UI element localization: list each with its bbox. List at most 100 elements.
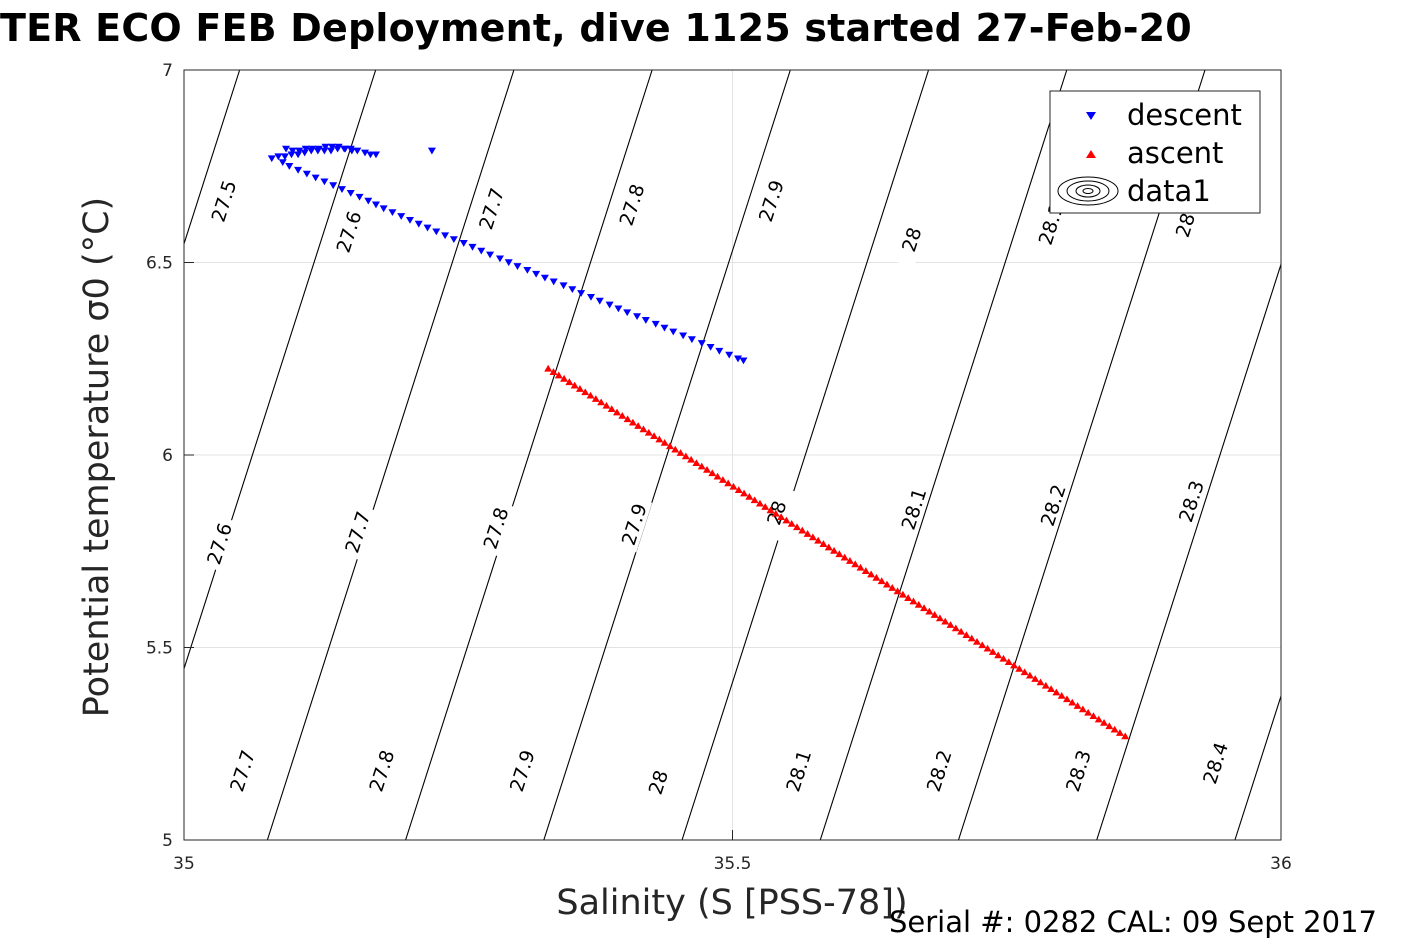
contour-label-bg: [613, 176, 650, 233]
ascent-point: [586, 391, 595, 399]
legend: descent ascent data1: [1049, 90, 1261, 214]
descent-point: [334, 143, 343, 151]
ascent-point: [1115, 729, 1124, 736]
ascent-point: [1089, 712, 1098, 720]
density-contours: [184, 70, 1417, 840]
contour-line: [819, 70, 1068, 840]
contour-label-bg: [503, 742, 541, 799]
descent-point: [577, 290, 586, 297]
descent-point: [371, 151, 380, 159]
ascent-point: [660, 438, 669, 446]
descent-point: [715, 347, 724, 355]
descent-point: [341, 145, 350, 153]
ascent-point: [814, 536, 823, 544]
contour-label-bg: [1196, 734, 1234, 792]
descent-point: [371, 201, 380, 209]
descent-point: [459, 240, 468, 247]
descent-point: [308, 145, 317, 153]
ascent-point: [872, 573, 881, 581]
ascent-point: [655, 435, 664, 443]
ascent-point: [782, 516, 791, 524]
descent-point: [614, 305, 623, 313]
contour-label-bg: [1172, 473, 1210, 530]
descent-point: [294, 166, 303, 174]
descent-point: [311, 174, 320, 182]
ascent-point: [697, 462, 706, 470]
ascent-point: [676, 449, 685, 456]
contour-label-bg: [477, 500, 514, 557]
ascent-point: [914, 600, 923, 608]
ascent-point: [1010, 661, 1019, 669]
legend-contour-icon: [1057, 176, 1119, 206]
ascent-point: [687, 455, 696, 463]
descent-point: [427, 147, 436, 155]
ascent-point: [835, 550, 844, 558]
descent-point: [623, 309, 632, 317]
ascent-point: [692, 459, 701, 467]
descent-point: [504, 259, 513, 267]
ascent-point: [1041, 681, 1050, 689]
descent-point: [364, 197, 373, 205]
contour-line: [184, 70, 241, 246]
ascent-point: [851, 560, 860, 568]
ascent-point: [888, 584, 897, 591]
ascent-point: [909, 597, 918, 605]
contour-line: [1373, 70, 1417, 840]
ascent-point: [840, 553, 849, 561]
ascent-point: [1025, 671, 1034, 679]
descent-point: [285, 163, 294, 170]
descent-point: [346, 190, 355, 197]
legend-ascent-label: ascent: [1127, 136, 1223, 170]
descent-point: [337, 186, 346, 193]
ascent-point: [1084, 708, 1093, 716]
descent-point: [274, 153, 283, 161]
ascent-point: [1020, 668, 1029, 676]
descent-point: [549, 278, 558, 286]
contour-line: [1096, 262, 1281, 840]
ascent-point: [607, 405, 616, 413]
grid: [184, 70, 1281, 840]
descent-point: [379, 205, 388, 213]
ascent-point: [999, 654, 1008, 662]
descent-point: [278, 159, 287, 166]
ascent-point: [904, 594, 913, 601]
descent-point: [397, 213, 406, 220]
ascent-point: [671, 445, 680, 453]
descent-point: [641, 317, 650, 324]
descent-point: [523, 267, 532, 274]
x-tick-label: 35: [173, 854, 195, 874]
ascent-point: [724, 479, 733, 487]
descent-point: [302, 170, 311, 178]
contour-label-bg: [338, 503, 376, 561]
contour-line: [266, 70, 515, 840]
descent-point: [361, 149, 370, 157]
x-axis-label: Salinity (S [PSS-78]): [556, 883, 907, 923]
descent-point: [540, 274, 549, 282]
ascent-point: [777, 513, 786, 520]
ascent-point: [560, 374, 569, 382]
ascent-point: [957, 627, 966, 635]
y-tick-label: 5.5: [146, 639, 173, 659]
contour-label-bg: [330, 203, 367, 260]
descent-point: [660, 324, 669, 332]
ascent-point: [951, 624, 960, 632]
descent-point: [328, 143, 337, 151]
descent-point: [414, 220, 423, 228]
ascent-point: [930, 611, 939, 618]
ascent-point: [983, 644, 992, 652]
descent-point: [532, 270, 541, 278]
ascent-point: [1110, 725, 1119, 733]
ascent-point: [718, 476, 727, 483]
ascent-point: [639, 425, 648, 433]
descent-point: [477, 247, 486, 255]
contour-line: [1234, 694, 1281, 840]
descent-point: [300, 149, 309, 157]
ascent-point: [994, 651, 1003, 659]
ascent-point: [861, 567, 870, 574]
descent-point: [353, 147, 362, 155]
ascent-point: [613, 408, 622, 416]
ascent-point: [597, 398, 606, 406]
contour-label-bg: [752, 172, 790, 230]
contour-label-bg: [892, 211, 930, 268]
ascent-point: [544, 364, 553, 372]
